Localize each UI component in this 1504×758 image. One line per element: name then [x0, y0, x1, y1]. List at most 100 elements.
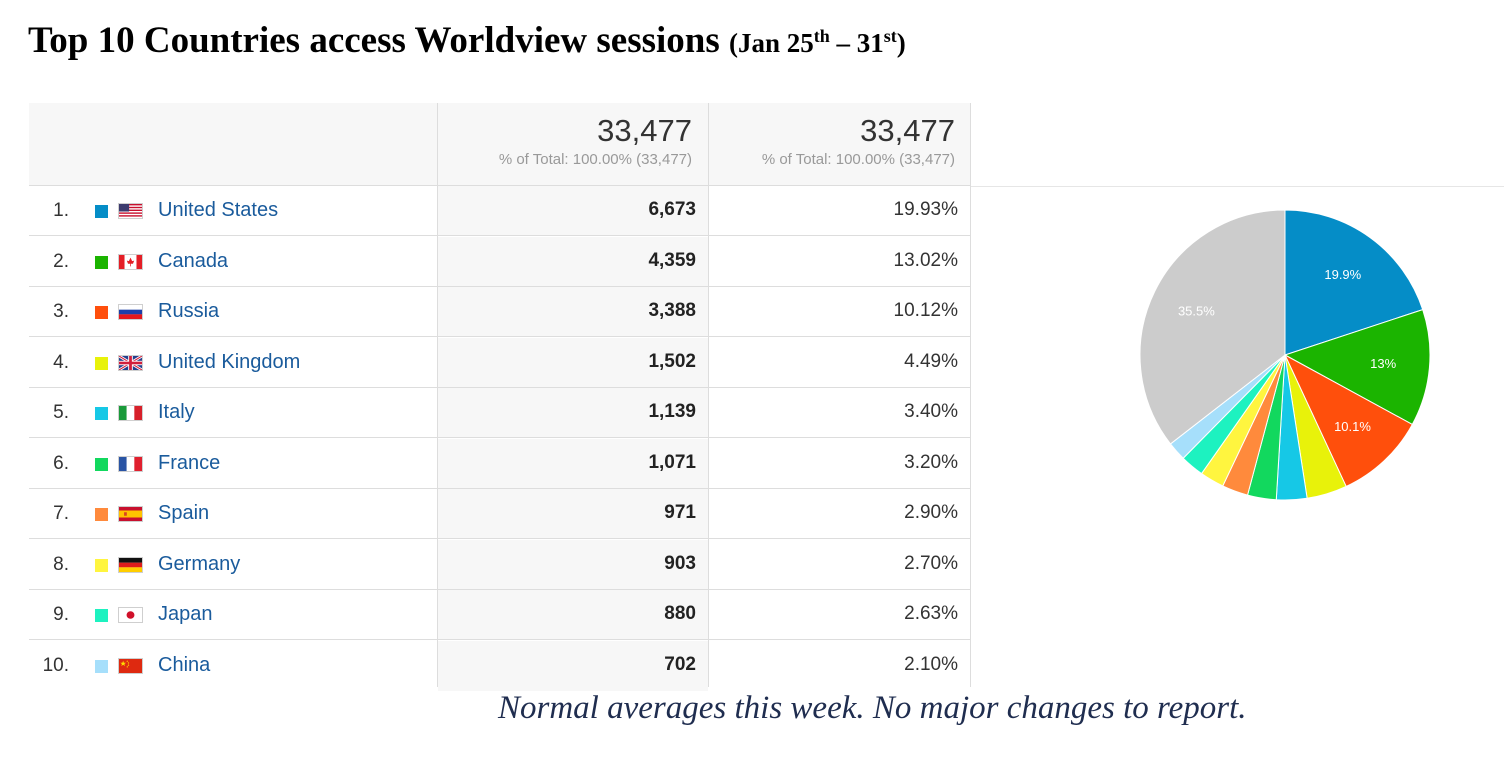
sessions-value: 1,139 [648, 401, 696, 422]
page-title: Top 10 Countries access Worldview sessio… [28, 12, 906, 67]
country-link[interactable]: Canada [158, 249, 229, 272]
pie-slice-russia [1283, 353, 1413, 488]
us-flag-icon [118, 203, 143, 219]
row-rank: 7. [53, 503, 69, 524]
table-row: 6. France 1,071 3.20% [29, 438, 971, 489]
row-divider [29, 588, 971, 590]
pie-slice-label: 35.5% [1178, 304, 1215, 319]
legend-swatch [95, 457, 108, 471]
row-divider [29, 285, 971, 287]
percent-value: 3.20% [904, 451, 958, 473]
ru-flag-icon [118, 304, 143, 320]
sessions-cell: 3,388 [438, 287, 708, 337]
country-link[interactable]: Germany [158, 552, 241, 575]
percent-value: 13.02% [893, 249, 958, 271]
row-rank: 2. [53, 250, 69, 272]
percent-value: 2.63% [904, 603, 958, 624]
row-rank: 1. [53, 200, 69, 221]
legend-swatch [95, 558, 108, 572]
row-rank: 6. [53, 452, 69, 474]
percent-cell: 10.12% [709, 287, 971, 337]
header-rule [971, 186, 1504, 187]
percent-value: 4.49% [904, 350, 958, 372]
country-cell: 4. United Kingdom [29, 337, 437, 388]
cn-flag-icon [118, 657, 143, 674]
percent-cell: 3.20% [709, 438, 971, 489]
legend-swatch [95, 255, 108, 269]
sessions-value: 903 [664, 552, 696, 574]
table-row: 7. Spain 971 2.90% [29, 489, 971, 539]
row-divider [29, 538, 971, 539]
table-row: 3. Russia 3,388 10.12% [29, 287, 971, 337]
percent-cell: 3.40% [709, 388, 971, 438]
legend-swatch [95, 205, 108, 218]
sessions-cell: 1,502 [438, 337, 708, 388]
sessions-value: 4,359 [648, 249, 696, 271]
column-divider [708, 103, 709, 687]
country-link[interactable]: United Kingdom [158, 350, 301, 373]
country-link[interactable]: Italy [158, 401, 195, 423]
jp-flag-icon [118, 607, 143, 623]
es-flag-icon [118, 506, 143, 522]
row-rank: 4. [53, 351, 69, 373]
pie-slice-label: 19.9% [1324, 267, 1361, 282]
title-date-range: (Jan 25th – 31st) [729, 26, 906, 58]
sessions-cell: 4,359 [438, 236, 708, 287]
percent-cell: 2.63% [709, 590, 971, 640]
sessions-value: 880 [664, 603, 696, 624]
sessions-cell: 702 [438, 640, 708, 691]
percent-cell: 19.93% [709, 186, 971, 236]
percent-cell: 2.90% [709, 489, 971, 539]
sessions-total-subtitle: % of Total: 100.00% (33,477) [498, 151, 692, 168]
sessions-cell: 6,673 [438, 186, 708, 236]
sessions-value: 6,673 [648, 199, 696, 220]
sessions-value: 1,071 [648, 451, 696, 473]
header-percent-cell: 33,477 % of Total: 100.00% (33,477) [709, 103, 971, 186]
pie-slice-label: 13% [1370, 356, 1396, 371]
row-rank: 10. [42, 654, 69, 676]
percent-total-subtitle: % of Total: 100.00% (33,477) [761, 151, 955, 168]
column-divider [970, 103, 971, 687]
sessions-cell: 1,139 [438, 388, 708, 438]
country-link[interactable]: Japan [158, 603, 213, 625]
column-divider [437, 103, 438, 687]
percent-value: 2.10% [904, 653, 958, 675]
country-cell: 10. China [29, 640, 437, 691]
percent-value: 10.12% [893, 300, 958, 321]
table-row: 8. Germany 903 2.70% [29, 539, 971, 590]
sessions-value: 1,502 [648, 350, 696, 372]
country-cell: 1. United States [29, 186, 437, 236]
footnote: Normal averages this week. No major chan… [498, 690, 1247, 726]
table-row: 4. United Kingdom 1,502 4.49% [29, 337, 971, 388]
sessions-cell: 1,071 [438, 438, 708, 489]
header-sessions-cell: 33,477 % of Total: 100.00% (33,477) [438, 103, 708, 186]
row-rank: 5. [53, 402, 69, 423]
pie-slice-united-states [1284, 209, 1424, 356]
legend-swatch [95, 407, 108, 420]
row-divider [29, 639, 971, 640]
sessions-cell: 880 [438, 590, 708, 640]
row-divider [29, 437, 971, 438]
pie-slice-label: 10.1% [1334, 419, 1371, 434]
row-rank: 3. [53, 301, 69, 322]
row-divider [29, 487, 971, 489]
legend-swatch [95, 356, 108, 370]
legend-swatch [95, 609, 108, 622]
de-flag-icon [118, 556, 143, 573]
country-link[interactable]: Spain [158, 502, 210, 524]
table-row: 1. United States 6,673 19.93% [29, 186, 971, 236]
sessions-pie-chart: 19.9% 13% 10.1% 35.5% [1139, 209, 1431, 501]
percent-total: 33,477 [860, 113, 955, 148]
percent-cell: 2.10% [709, 640, 971, 691]
country-link[interactable]: France [158, 451, 221, 474]
row-rank: 9. [53, 604, 69, 625]
sessions-value: 971 [664, 502, 696, 523]
sessions-cell: 903 [438, 539, 708, 590]
country-link[interactable]: China [158, 653, 211, 676]
country-link[interactable]: Russia [158, 300, 220, 322]
table-row: 10. China 702 2.10% [29, 640, 971, 691]
percent-cell: 4.49% [709, 337, 971, 388]
country-cell: 5. Italy [29, 388, 437, 438]
percent-value: 2.70% [904, 552, 958, 574]
country-link[interactable]: United States [158, 199, 279, 221]
